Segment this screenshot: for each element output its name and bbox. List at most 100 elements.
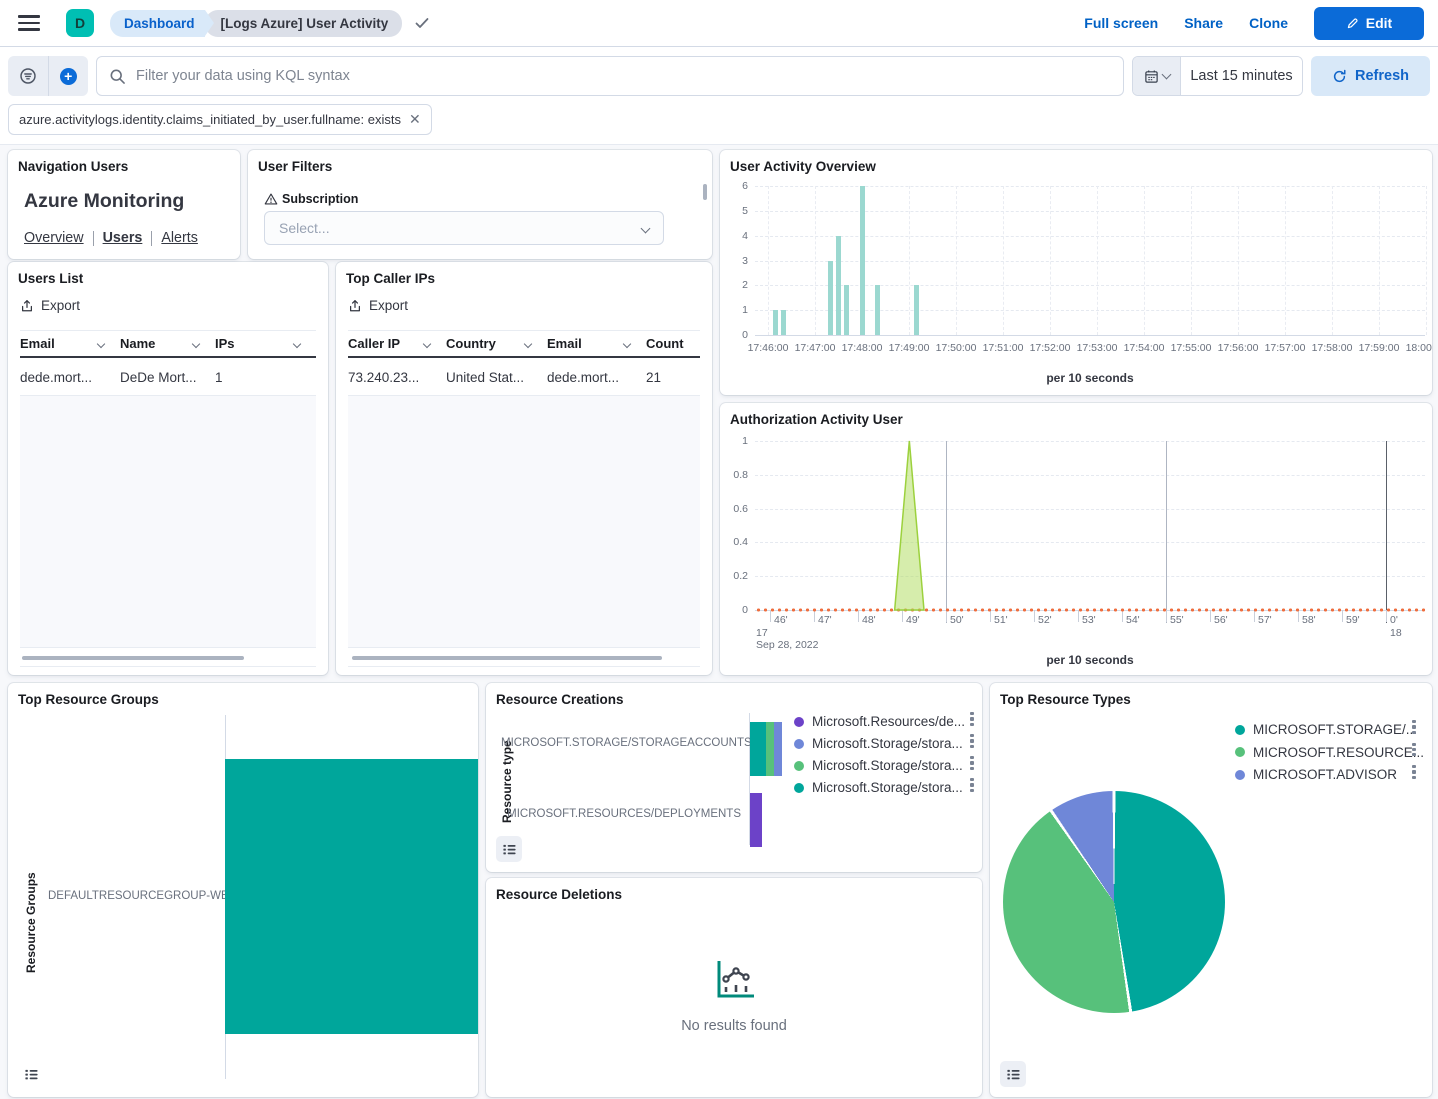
saved-query-icon[interactable] — [8, 56, 49, 96]
bar-17:47:30[interactable] — [836, 236, 841, 335]
resource-types-pie-chart[interactable] — [990, 683, 1432, 1097]
column-header-email[interactable]: Email — [20, 331, 120, 356]
panel-title: Navigation Users — [8, 150, 240, 174]
table-cell: dede.mort... — [20, 370, 120, 385]
sort-chevron-icon[interactable] — [623, 339, 631, 347]
sort-chevron-icon[interactable] — [293, 339, 301, 347]
add-filter-icon[interactable]: + — [49, 56, 89, 96]
bar-17:46:20[interactable] — [781, 310, 786, 335]
column-header-name[interactable]: Name — [120, 331, 215, 356]
resource-groups-chart[interactable]: DEFAULTRESOURCEGROUP-WEU — [8, 683, 478, 1097]
sort-chevron-icon[interactable] — [192, 339, 200, 347]
refresh-label: Refresh — [1355, 68, 1409, 84]
calendar-icon[interactable] — [1133, 57, 1181, 95]
legend-item[interactable]: Microsoft.Storage/stora... — [794, 758, 963, 773]
sort-chevron-icon[interactable] — [524, 339, 532, 347]
legend-item[interactable]: Microsoft.Storage/stora... — [794, 780, 963, 795]
link-overview[interactable]: Overview — [24, 230, 84, 246]
bar-segment[interactable] — [766, 722, 774, 776]
legend-actions-icon[interactable] — [966, 733, 978, 749]
bar-segment[interactable] — [774, 722, 782, 776]
subscription-select[interactable]: Select... — [264, 211, 664, 245]
y-tick-label: 1 — [722, 304, 748, 316]
column-header-country[interactable]: Country — [446, 331, 547, 356]
legend-dot — [794, 761, 804, 771]
legend-actions-icon[interactable] — [966, 755, 978, 771]
legend-actions-icon[interactable] — [966, 711, 978, 727]
category-label: DEFAULTRESOURCEGROUP-WEU — [48, 890, 215, 902]
x-tick-label: 17:49:00 — [889, 342, 930, 354]
activity-overview-chart[interactable]: 012345617:46:0017:47:0017:48:0017:49:001… — [720, 150, 1432, 395]
horizontal-scrollbar[interactable] — [22, 656, 244, 660]
export-button[interactable]: Export — [348, 298, 408, 313]
y-tick-label: 2 — [722, 279, 748, 291]
sort-chevron-icon[interactable] — [423, 339, 431, 347]
table-header-row: Caller IPCountryEmailCount — [348, 330, 700, 358]
resource-creations-chart[interactable]: MICROSOFT.STORAGE/STORAGEACCOUNTSMICROSO… — [486, 683, 982, 872]
bar-17:47:40[interactable] — [844, 285, 849, 335]
share-link[interactable]: Share — [1184, 15, 1223, 31]
edit-button[interactable]: Edit — [1314, 7, 1424, 40]
bar-segment[interactable] — [750, 793, 762, 847]
markdown-heading: Azure Monitoring — [24, 190, 184, 213]
refresh-button[interactable]: Refresh — [1311, 56, 1430, 96]
table-cell: 73.240.23... — [348, 370, 446, 385]
x-axis-title: per 10 seconds — [755, 371, 1425, 385]
x-tick-label: 17:47:00 — [795, 342, 836, 354]
panel-user-activity-overview: User Activity Overview 012345617:46:0017… — [720, 150, 1432, 395]
sort-chevron-icon[interactable] — [97, 339, 105, 347]
link-alerts[interactable]: Alerts — [161, 230, 198, 246]
filter-pill[interactable]: azure.activitylogs.identity.claims_initi… — [8, 104, 432, 135]
bar-17:48:00[interactable] — [860, 186, 865, 335]
space-avatar[interactable]: D — [66, 9, 94, 37]
column-header-email[interactable]: Email — [547, 331, 646, 356]
export-button[interactable]: Export — [20, 298, 80, 313]
gridline — [755, 236, 1425, 237]
legend-toggle-icon[interactable] — [496, 836, 522, 862]
column-header-count[interactable]: Count — [646, 331, 700, 356]
table-row: dede.mort...DeDe Mort...1 — [20, 360, 316, 396]
bar-17:46:10[interactable] — [773, 310, 778, 335]
clone-link[interactable]: Clone — [1249, 15, 1288, 31]
legend-actions-icon[interactable] — [966, 777, 978, 793]
pie[interactable] — [1003, 791, 1225, 1013]
remove-filter-icon[interactable]: ✕ — [409, 111, 421, 128]
bar-segment[interactable] — [750, 722, 766, 776]
bar-17:49:10[interactable] — [914, 285, 919, 335]
horizontal-scrollbar[interactable] — [352, 656, 662, 660]
menu-icon[interactable] — [18, 15, 40, 31]
bar-DEFAULTRESOURCEGROUP-WEU[interactable] — [225, 759, 478, 1034]
breadcrumb-current[interactable]: [Logs Azure] User Activity — [205, 10, 403, 37]
full-screen-link[interactable]: Full screen — [1084, 15, 1158, 31]
legend-item[interactable]: Microsoft.Storage/stora... — [794, 736, 963, 751]
search-icon — [109, 68, 126, 85]
bar-17:48:20[interactable] — [875, 285, 880, 335]
x-tick-label: 18:00:00 — [1406, 342, 1432, 354]
column-header-caller-ip[interactable]: Caller IP — [348, 331, 446, 356]
panel-scrollbar[interactable] — [703, 184, 707, 200]
select-placeholder: Select... — [279, 220, 330, 236]
breadcrumb-dashboard[interactable]: Dashboard — [110, 10, 205, 37]
gridline — [956, 186, 957, 335]
table-cell: United Stat... — [446, 370, 547, 385]
legend-toggle-icon[interactable] — [18, 1061, 44, 1087]
bar-17:47:20[interactable] — [828, 261, 833, 336]
gridline — [768, 186, 769, 335]
kql-search-input[interactable] — [136, 68, 1111, 84]
column-label: Name — [120, 336, 155, 351]
legend-item[interactable]: Microsoft.Resources/de... — [794, 714, 965, 729]
panel-navigation-users: Navigation Users Azure Monitoring Overvi… — [8, 150, 240, 259]
dashboard-grid: Navigation Users Azure Monitoring Overvi… — [0, 145, 1438, 1099]
spike-area-series[interactable] — [720, 403, 1432, 675]
x-tick-label: 17:56:00 — [1218, 342, 1259, 354]
no-results-placeholder: No results found — [486, 958, 982, 1034]
gridline — [755, 285, 1425, 286]
authorization-activity-chart[interactable]: 00.20.40.60.8146'47'48'49'50'51'52'53'54… — [720, 403, 1432, 675]
time-range-button[interactable]: Last 15 minutes — [1181, 57, 1302, 95]
y-tick-label: 3 — [722, 255, 748, 267]
legend-toggle-icon[interactable] — [1000, 1061, 1026, 1087]
link-users[interactable]: Users — [103, 230, 143, 246]
legend-label: Microsoft.Storage/stora... — [812, 736, 963, 751]
panel-top-resource-types: Top Resource Types MICROSOFT.STORAGE/...… — [990, 683, 1432, 1097]
column-header-ips[interactable]: IPs — [215, 331, 316, 356]
